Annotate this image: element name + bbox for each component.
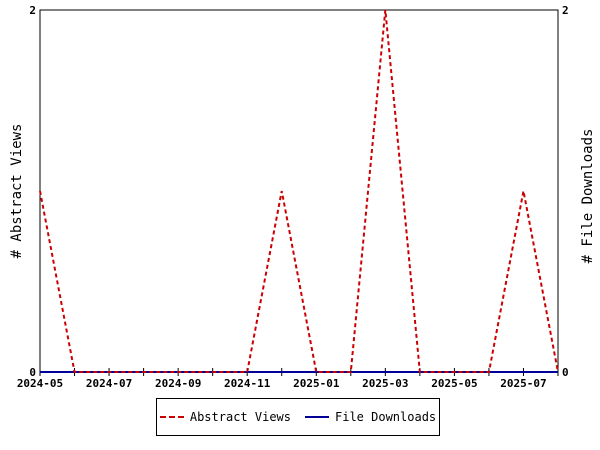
x-tick-label: 2025-07 (500, 377, 546, 390)
y-axis-title-right: # File Downloads (580, 129, 596, 264)
legend-item-abstract-views: Abstract Views (159, 410, 291, 424)
x-tick-label: 2024-11 (224, 377, 271, 390)
x-tick-label: 2025-03 (362, 377, 408, 390)
legend-item-file-downloads: File Downloads (305, 410, 436, 424)
x-tick-label: 2024-05 (17, 377, 63, 390)
plot-frame (39, 9, 559, 373)
y-tick-label-left: 0 (29, 366, 36, 379)
y-tick-label-left: 2 (29, 4, 36, 17)
legend-label-file-downloads: File Downloads (335, 410, 437, 424)
x-tick-label: 2025-05 (431, 377, 477, 390)
x-tick-label: 2025-01 (293, 377, 340, 390)
y-tick-label-right: 0 (562, 366, 569, 379)
legend-label-abstract-views: Abstract Views (189, 410, 291, 424)
y-axis-title-left: # Abstract Views (9, 124, 25, 259)
x-tick-label: 2024-07 (86, 377, 132, 390)
legend-swatch-file-downloads (305, 416, 329, 418)
y-tick-label-right: 2 (562, 4, 569, 17)
legend: Abstract Views File Downloads (156, 398, 440, 436)
series-line-abstract-views (39, 9, 559, 373)
x-tick-label: 2024-09 (155, 377, 201, 390)
legend-swatch-abstract-views (159, 416, 184, 418)
